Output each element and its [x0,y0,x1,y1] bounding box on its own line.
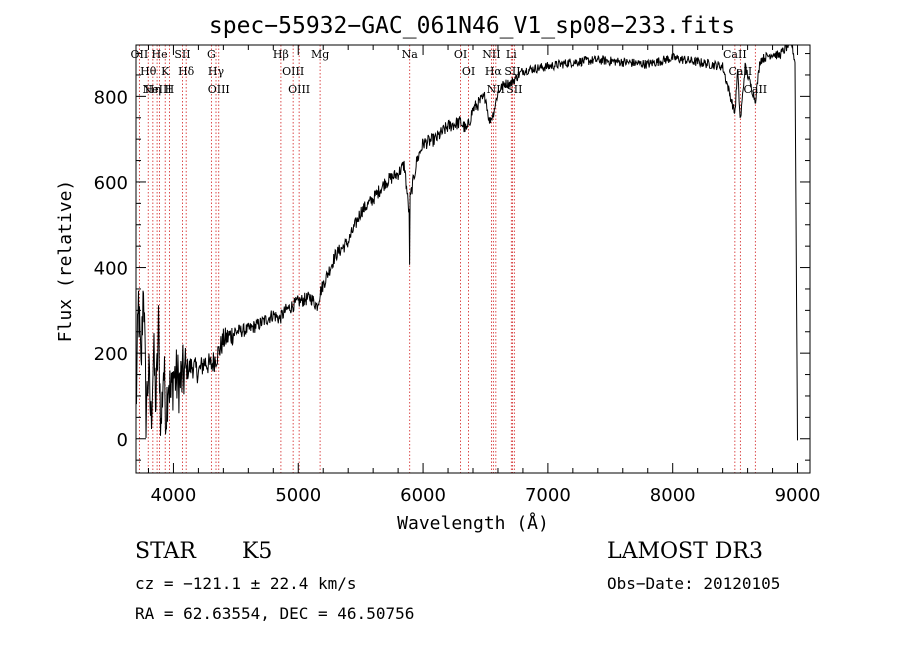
line-marker-label: Na [402,48,419,61]
x-tick-label: 8000 [650,485,696,506]
x-tick-label: 6000 [400,485,446,506]
line-marker-label: G [207,48,216,61]
line-marker-label: He [152,48,168,61]
y-tick-label: 400 [94,259,128,280]
object-subclass: K5 [242,539,273,564]
y-tick-label: 800 [94,87,128,108]
chart-title: spec−55932−GAC_061N46_V1_sp08−233.fits [209,13,735,39]
velocity: cz = −121.1 ± 22.4 km/s [135,574,357,593]
spectrum-line [135,44,798,441]
x-axis-label: Wavelength (Å) [397,512,549,534]
line-marker-label: Hγ [208,65,225,78]
line-markers [138,45,756,473]
line-marker-label: OI [454,48,467,61]
line-marker-label: Hη [145,83,161,96]
x-tick-label: 4000 [151,485,197,506]
line-marker-label: CaII [743,83,767,96]
line-marker-label: OIII [282,65,304,78]
y-tick-label: 0 [117,430,128,451]
x-tick-label: 5000 [275,485,321,506]
line-marker-label: K [161,65,170,78]
line-marker-label: NII [482,48,500,61]
x-axis: 4000 5000 6000 7000 8000 9000 [147,45,821,506]
line-marker-label: OIII [208,83,230,96]
line-marker-label: Hα [485,65,503,78]
object-class: STAR [135,539,196,564]
line-marker-label: NeIII [143,83,172,96]
y-axis: 0 200 400 600 800 [94,53,810,461]
line-marker-label: Hθ [140,65,157,78]
line-marker-label: OII [131,48,149,61]
line-marker-label: Hδ [178,65,195,78]
line-marker-label: Hβ [273,48,289,61]
y-tick-label: 200 [94,344,128,365]
survey-name: LAMOST DR3 [607,539,763,564]
series-layer [135,44,798,441]
x-tick-label: 9000 [775,485,821,506]
x-tick-label: 7000 [525,485,571,506]
obs-date: Obs−Date: 20120105 [607,574,781,593]
line-marker-label: H [165,83,175,96]
line-marker-label: Li [506,48,517,61]
line-marker-label: OIII [288,83,310,96]
line-marker-label: CaII [723,48,747,61]
line-marker-label: Mg [311,48,329,61]
line-marker-label: SII [174,48,190,61]
line-marker-label: OI [462,65,475,78]
y-tick-label: 600 [94,173,128,194]
line-marker-label: NII [487,83,505,96]
y-axis-label: Flux (relative) [55,180,76,343]
coordinates: RA = 62.63554, DEC = 46.50756 [135,604,415,623]
